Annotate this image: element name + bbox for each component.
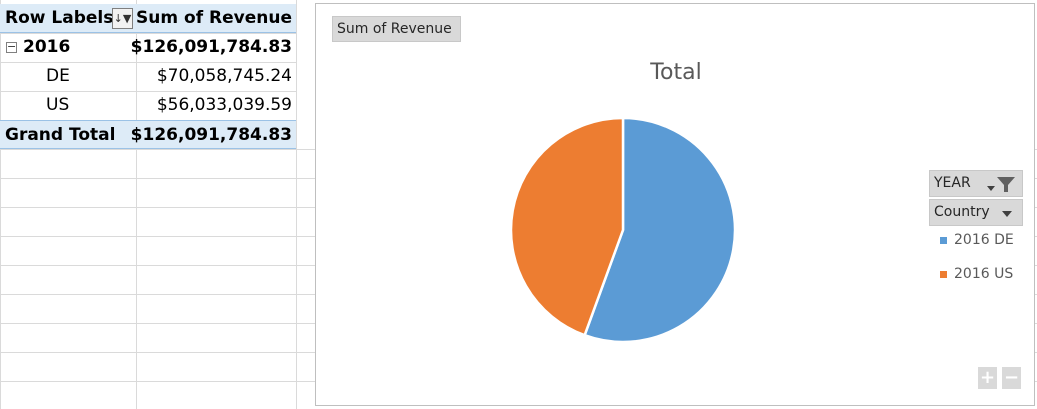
row-label-de[interactable]: DE xyxy=(46,66,70,86)
row-labels-header[interactable]: Row Labels xyxy=(5,8,114,28)
pie-chart xyxy=(509,116,737,344)
grand-total-value[interactable]: $126,091,784.83 xyxy=(130,125,292,145)
legend-label-us: 2016 US xyxy=(954,266,1014,282)
pivot-chart[interactable]: Sum of Revenue Total YEAR Country 2016 D… xyxy=(315,3,1035,406)
row-label-2016[interactable]: 2016 xyxy=(23,37,71,57)
grid-line xyxy=(136,0,137,409)
pie-slice-2016-us[interactable] xyxy=(509,116,625,337)
row-label-us[interactable]: US xyxy=(46,95,70,115)
grand-total-label[interactable]: Grand Total xyxy=(5,125,116,145)
chevron-down-icon[interactable] xyxy=(1000,209,1014,219)
collapse-icon[interactable]: − xyxy=(6,40,17,53)
grid-line xyxy=(0,0,1,409)
chart-title[interactable]: Total xyxy=(650,60,702,85)
filter-dropdown-icon[interactable] xyxy=(984,174,1018,194)
grid-line xyxy=(0,62,296,63)
sort-filter-icon[interactable]: ↓▼ xyxy=(112,8,133,29)
expand-field-button[interactable]: + xyxy=(978,367,997,389)
row-value-2016[interactable]: $126,091,784.83 xyxy=(130,37,292,57)
country-field-label: Country xyxy=(934,204,990,220)
grid-line xyxy=(0,91,296,92)
row-value-us[interactable]: $56,033,039.59 xyxy=(156,95,292,115)
legend-label-de: 2016 DE xyxy=(954,232,1014,248)
pivot-grand-total-row: Grand Total $126,091,784.83 xyxy=(0,120,296,149)
pivot-header-row: Row Labels ↓▼ Sum of Revenue xyxy=(0,4,296,33)
pivot-row-de: DE $70,058,745.24 xyxy=(0,62,296,91)
country-field-button[interactable]: Country xyxy=(929,199,1023,226)
collapse-field-button[interactable]: − xyxy=(1002,367,1021,389)
row-value-de[interactable]: $70,058,745.24 xyxy=(156,66,292,86)
legend-item-de[interactable]: 2016 DE xyxy=(940,232,1014,248)
grid-line xyxy=(0,33,296,34)
sum-of-revenue-field-button[interactable]: Sum of Revenue xyxy=(332,16,461,42)
pie-slice-2016-de[interactable] xyxy=(583,116,737,344)
legend-swatch-de xyxy=(940,236,947,244)
pivot-row-2016: − 2016 $126,091,784.83 xyxy=(0,33,296,62)
pivot-row-us: US $56,033,039.59 xyxy=(0,91,296,120)
year-field-button[interactable]: YEAR xyxy=(929,170,1023,197)
legend-swatch-us xyxy=(940,270,947,278)
sum-of-revenue-header: Sum of Revenue xyxy=(136,8,292,28)
grid-line xyxy=(296,0,297,409)
year-field-label: YEAR xyxy=(934,175,971,191)
legend-item-us[interactable]: 2016 US xyxy=(940,266,1013,282)
